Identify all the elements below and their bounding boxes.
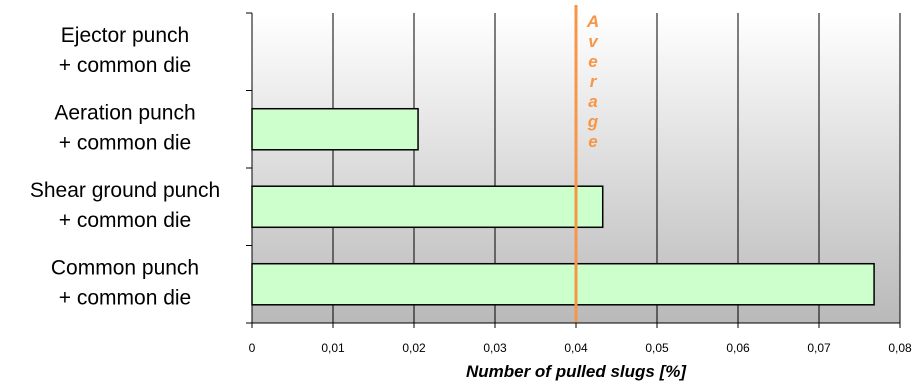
x-tick-label: 0,04: [564, 341, 588, 355]
category-label: Shear ground punch + common die: [30, 179, 220, 232]
x-tick-label: 0,01: [321, 341, 345, 355]
bar: [251, 107, 419, 151]
bar: [251, 262, 875, 306]
x-tick-label: 0,06: [726, 341, 750, 355]
x-tick-label: 0,03: [483, 341, 507, 355]
axes: [246, 12, 901, 328]
x-tick-labels: 0 0,01 0,02 0,03 0,04 0,05 0,06 0,07 0,08: [249, 341, 912, 355]
bar: [251, 185, 604, 229]
x-tick-label: 0,08: [888, 341, 912, 355]
x-tick-label: 0: [249, 341, 256, 355]
x-axis-title: Number of pulled slugs [%]: [466, 362, 687, 381]
category-label: Aeration punch + common die: [54, 101, 195, 154]
x-tick-label: 0,05: [645, 341, 669, 355]
x-tick-label: 0,07: [807, 341, 831, 355]
category-labels: Ejector punch + common die Aeration punch +…: [30, 24, 220, 310]
category-label: Common punch + common die: [51, 256, 199, 309]
x-tick-label: 0,02: [402, 341, 426, 355]
category-label: Ejector punch + common die: [59, 24, 191, 77]
